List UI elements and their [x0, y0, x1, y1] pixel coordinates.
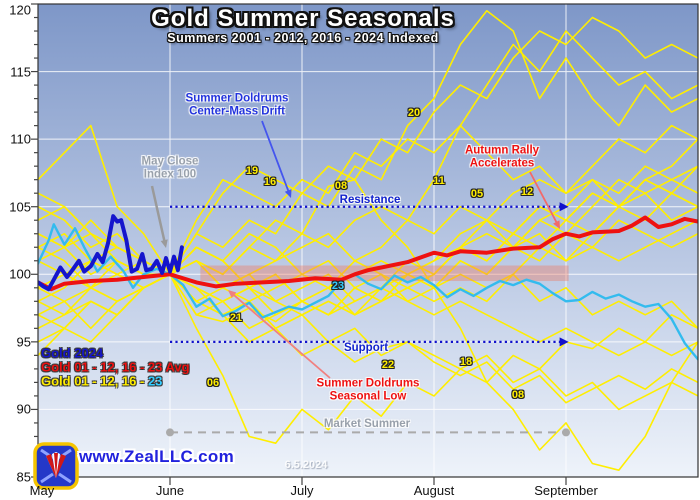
support-line: [170, 337, 569, 347]
autumn-arrow: [529, 171, 560, 229]
drift-arrow: [261, 120, 292, 198]
series-gold-2024: [38, 214, 184, 292]
series-2006: [38, 124, 698, 445]
website-link[interactable]: www.ZealLLC.com: [79, 447, 235, 466]
plot-border: [37, 3, 699, 478]
low-arrow: [228, 290, 331, 379]
axis-ticks: [31, 3, 567, 485]
market-summer-line: [166, 428, 570, 437]
resistance-line: [170, 202, 569, 212]
series-2020: [38, 10, 698, 357]
center-mass-band: [200, 265, 569, 282]
series-2018: [38, 232, 698, 404]
series-gold-01-12-16-23-avg: [38, 215, 698, 292]
series-2022: [38, 192, 698, 411]
may-close-arrow: [150, 185, 168, 248]
series-layer: [38, 10, 698, 472]
